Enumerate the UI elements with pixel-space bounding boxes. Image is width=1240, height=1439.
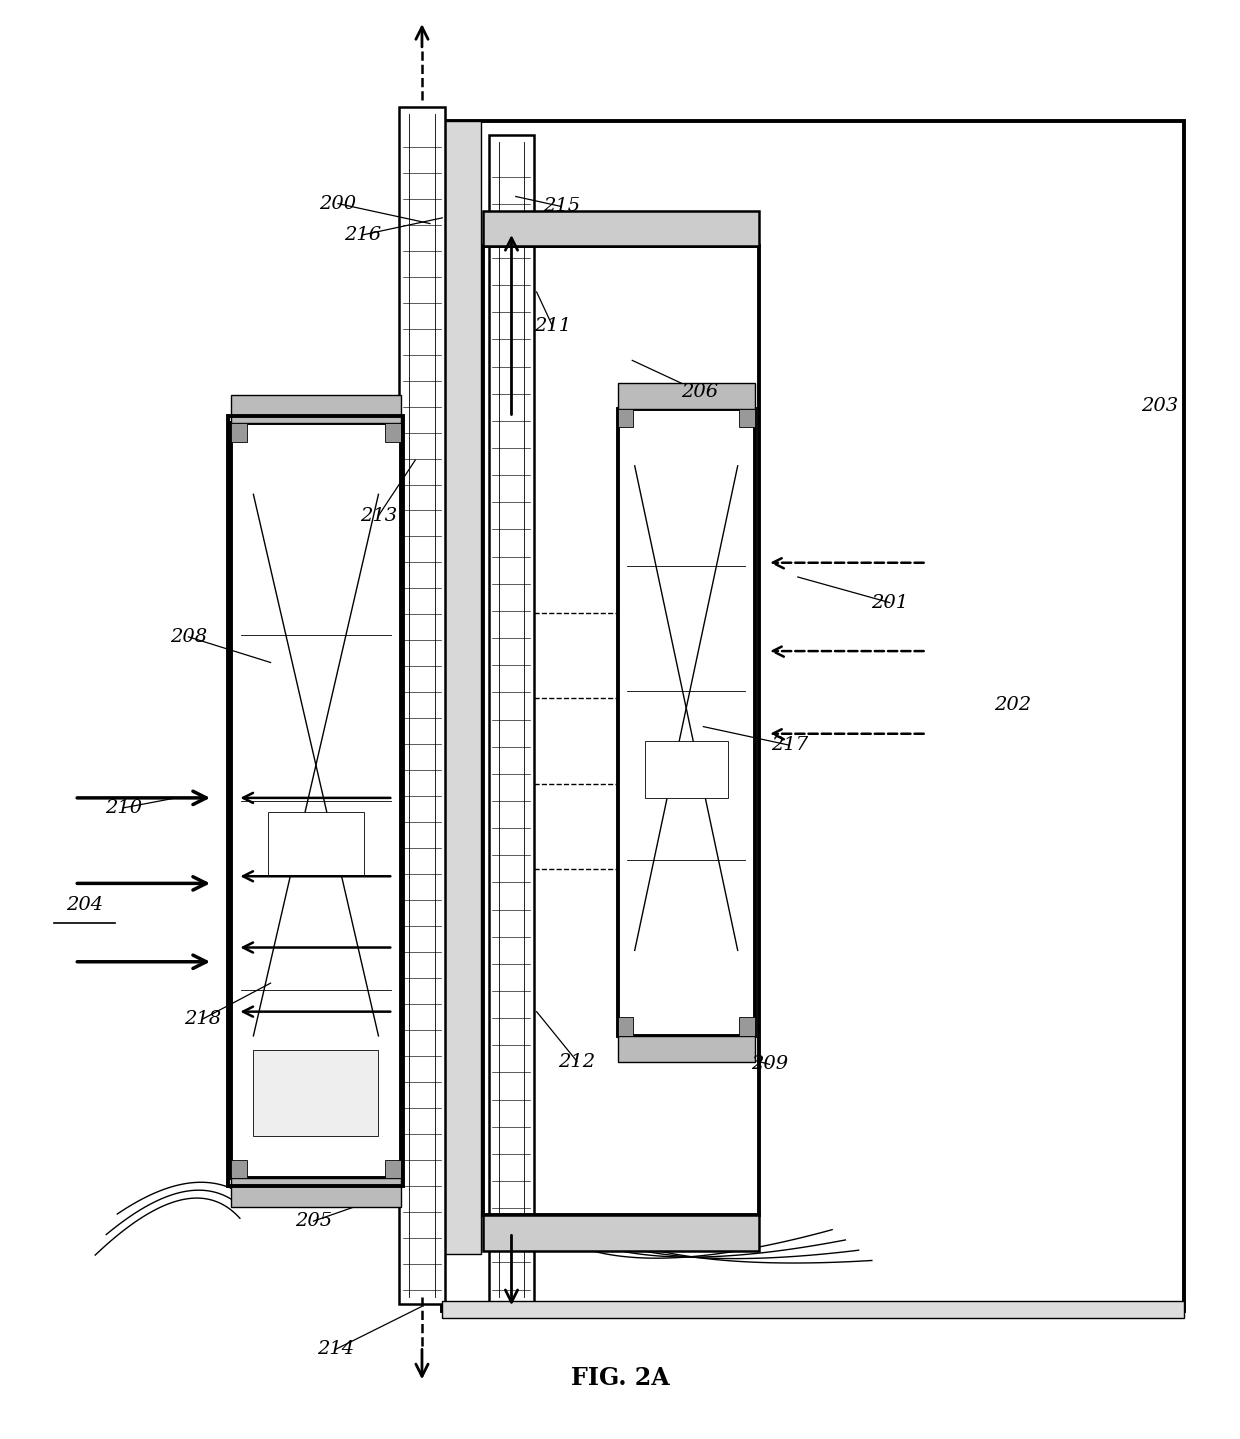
Bar — [232, 1179, 401, 1207]
Text: 215: 215 — [543, 197, 580, 216]
Bar — [443, 1301, 1184, 1318]
Text: 216: 216 — [343, 226, 381, 245]
Bar — [739, 409, 755, 427]
Text: 213: 213 — [360, 507, 397, 525]
Bar — [482, 1216, 759, 1250]
Text: FIG. 2A: FIG. 2A — [570, 1366, 670, 1390]
Bar — [232, 394, 401, 423]
Bar — [482, 210, 759, 246]
Text: 205: 205 — [295, 1212, 332, 1230]
Text: 218: 218 — [185, 1010, 222, 1027]
Bar — [268, 812, 363, 876]
Text: 202: 202 — [993, 696, 1030, 714]
Bar — [482, 246, 759, 1216]
Text: 200: 200 — [320, 194, 357, 213]
Bar — [618, 1017, 634, 1036]
Text: 201: 201 — [872, 594, 909, 612]
Text: 210: 210 — [105, 799, 143, 817]
Bar — [232, 1160, 247, 1179]
Text: 203: 203 — [1141, 397, 1178, 414]
Bar — [739, 1017, 755, 1036]
Bar — [618, 1036, 755, 1062]
Bar — [489, 135, 534, 1304]
Text: 204: 204 — [66, 895, 103, 914]
Bar — [443, 121, 481, 1253]
Text: 211: 211 — [534, 317, 572, 335]
Text: 209: 209 — [751, 1055, 789, 1073]
Bar — [228, 416, 403, 1186]
Text: 217: 217 — [770, 737, 807, 754]
Bar — [645, 741, 728, 797]
Bar — [618, 409, 634, 427]
Bar — [618, 409, 755, 1036]
Bar — [384, 423, 401, 442]
Bar — [232, 423, 247, 442]
Bar — [384, 1160, 401, 1179]
Text: 208: 208 — [170, 627, 207, 646]
Bar — [618, 383, 755, 409]
Bar — [253, 1050, 378, 1135]
Bar — [232, 423, 401, 1179]
Bar — [443, 121, 1184, 1311]
Text: 214: 214 — [317, 1340, 355, 1358]
Bar — [399, 106, 445, 1304]
Text: 212: 212 — [558, 1052, 595, 1071]
Text: 206: 206 — [681, 383, 718, 400]
